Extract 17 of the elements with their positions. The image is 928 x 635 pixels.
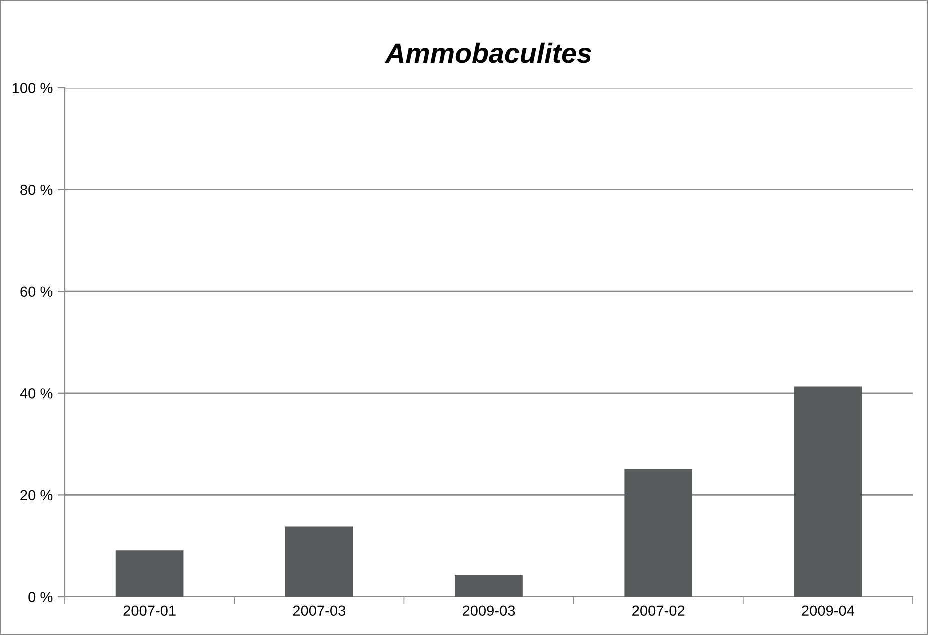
bar — [624, 469, 693, 597]
x-tick-label: 2007-01 — [124, 606, 176, 616]
bar — [455, 575, 523, 597]
y-tick-label: 60 % — [20, 286, 53, 298]
y-tick-label: 20 % — [20, 490, 53, 501]
bar — [116, 550, 184, 597]
y-tick-label: 80 % — [20, 184, 53, 196]
bar — [285, 526, 354, 597]
y-tick-label: 100 % — [12, 83, 53, 94]
bar — [794, 386, 862, 597]
x-tick-label: 2007-03 — [293, 606, 346, 616]
x-tick-label: 2009-04 — [802, 606, 855, 616]
chart-title: Ammobaculites — [385, 42, 592, 64]
x-tick-label: 2009-03 — [462, 606, 516, 616]
x-tick-label: 2007-02 — [632, 606, 685, 616]
y-tick-label: 40 % — [20, 388, 53, 399]
y-tick-label: 0 % — [28, 592, 53, 602]
